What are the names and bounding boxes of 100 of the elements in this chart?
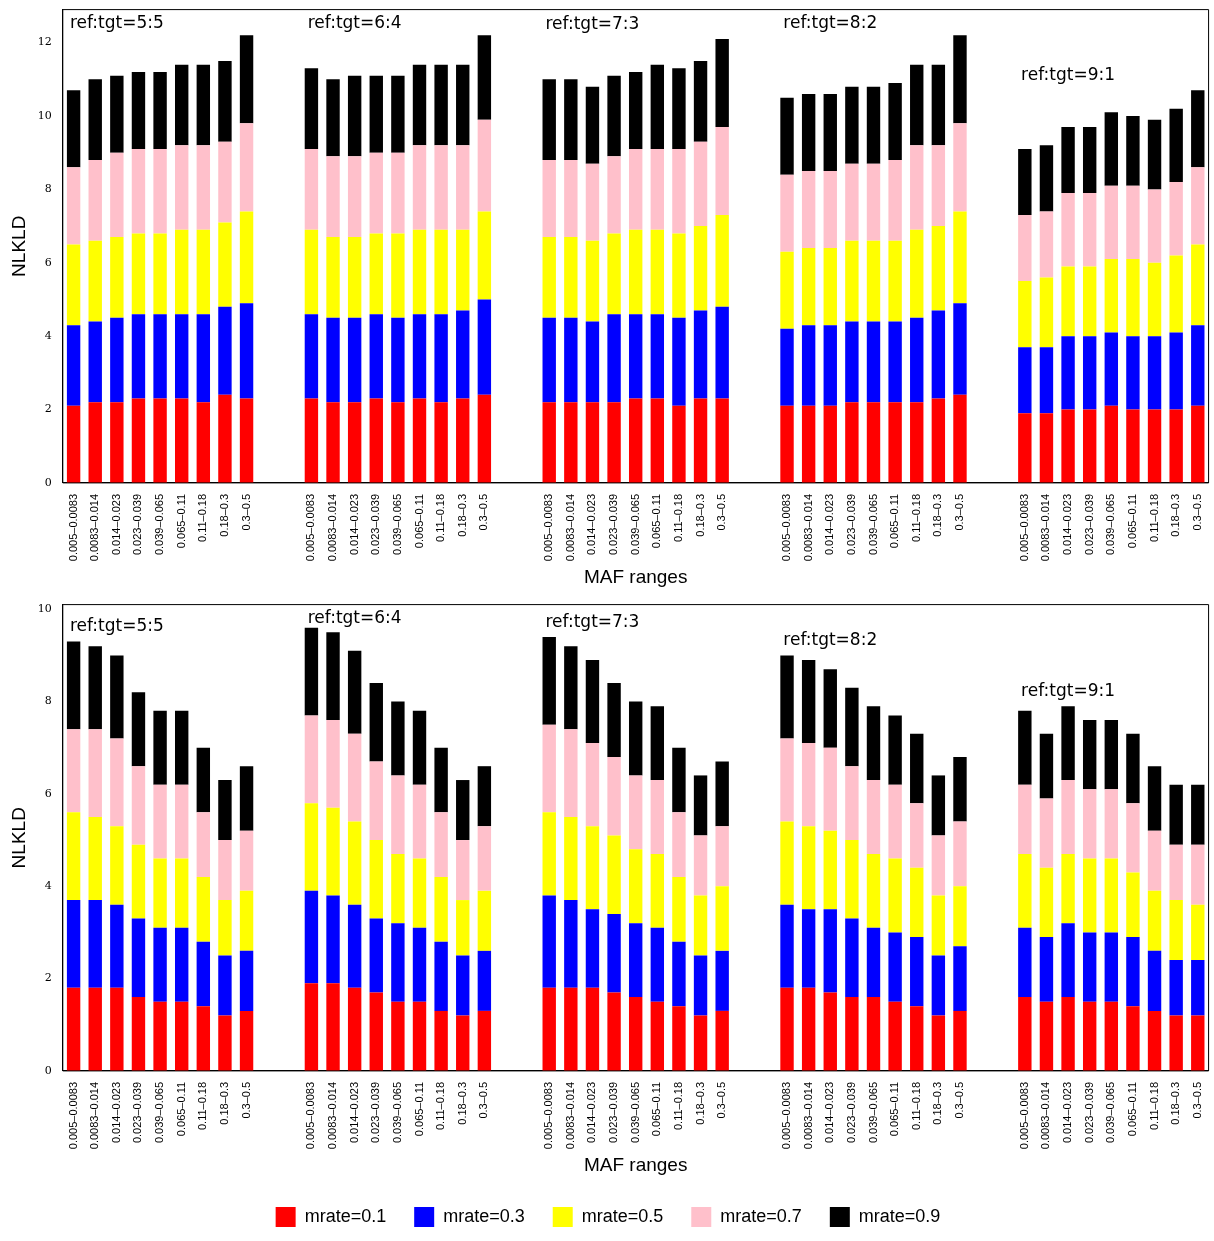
bar xyxy=(131,766,146,845)
bar xyxy=(88,729,102,817)
y-tick-label: 8 xyxy=(44,182,52,196)
bar xyxy=(910,145,924,230)
bar xyxy=(542,317,556,403)
bar xyxy=(672,877,686,942)
x-tick-label: 0.065–0.11 xyxy=(174,493,187,549)
bar xyxy=(175,398,189,483)
bar xyxy=(823,248,837,326)
bar xyxy=(347,237,362,318)
y-tick-label: 10 xyxy=(37,108,52,122)
bar xyxy=(1082,336,1097,410)
bar xyxy=(585,987,600,1071)
bar xyxy=(715,398,729,483)
bar xyxy=(801,987,816,1071)
annotation: ref:tgt=6:4 xyxy=(307,11,402,32)
bar xyxy=(715,761,729,827)
bar xyxy=(801,325,816,406)
annotation: ref:tgt=8:2 xyxy=(783,629,878,650)
bar xyxy=(715,306,729,399)
bar xyxy=(131,398,146,483)
bar xyxy=(88,240,102,322)
bar xyxy=(131,692,146,767)
bar xyxy=(628,314,643,399)
bar xyxy=(304,398,319,483)
bar xyxy=(1104,1001,1119,1071)
bar xyxy=(1169,182,1183,256)
legend-label: mrate=0.3 xyxy=(443,1205,525,1226)
x-tick-label: 0.18–0.3 xyxy=(1169,1081,1182,1125)
bar xyxy=(1104,185,1119,260)
x-tick-label: 0.0083–0.014 xyxy=(563,1081,576,1150)
bar xyxy=(1061,127,1075,194)
bar xyxy=(845,240,859,322)
bar xyxy=(607,913,621,993)
bar xyxy=(304,314,319,399)
bar xyxy=(1018,149,1032,216)
bar xyxy=(1191,405,1205,483)
x-tick-label: 0.3–0.5 xyxy=(715,493,728,531)
bar xyxy=(866,997,881,1071)
x-tick-label: 0.0083–0.014 xyxy=(801,1081,814,1150)
bar xyxy=(866,853,881,928)
bar xyxy=(585,163,600,241)
bar xyxy=(1169,409,1183,483)
x-tick-label: 0.11–0.18 xyxy=(671,493,684,543)
bar xyxy=(910,229,924,318)
bar xyxy=(1104,720,1119,790)
bar xyxy=(477,299,492,395)
x-tick-label: 0.18–0.3 xyxy=(1169,493,1182,537)
bar xyxy=(1082,932,1097,1002)
bar xyxy=(607,835,621,914)
bar xyxy=(542,812,556,896)
x-tick-label: 0.065–0.11 xyxy=(412,1081,425,1137)
bar xyxy=(412,1001,427,1071)
bar xyxy=(801,171,816,249)
bar xyxy=(1082,409,1097,483)
x-tick-label: 0.065–0.11 xyxy=(1125,493,1138,549)
bar xyxy=(1039,277,1054,348)
bar xyxy=(715,215,729,307)
bar xyxy=(888,321,902,403)
bar xyxy=(1126,803,1140,873)
x-tick-label: 0.023–0.039 xyxy=(369,493,382,556)
legend-label: mrate=0.1 xyxy=(304,1205,387,1226)
bar xyxy=(88,900,102,988)
bar xyxy=(953,35,967,124)
bar xyxy=(326,983,340,1071)
bar xyxy=(239,398,254,483)
bar xyxy=(412,64,427,146)
bar xyxy=(1039,733,1054,799)
bar xyxy=(218,222,232,307)
x-tick-label: 0.18–0.3 xyxy=(217,1081,230,1125)
bar xyxy=(1147,189,1162,263)
bar xyxy=(780,251,794,329)
bar xyxy=(153,1001,167,1071)
x-tick-label: 0.3–0.5 xyxy=(715,1081,728,1119)
x-tick-label: 0.005–0.0083 xyxy=(542,493,555,562)
bar xyxy=(218,1015,232,1071)
x-tick-label: 0.11–0.18 xyxy=(909,1081,922,1131)
x-tick-label: 0.014–0.023 xyxy=(347,493,360,556)
x-tick-label: 0.18–0.3 xyxy=(455,493,468,537)
bar xyxy=(650,780,665,854)
bar xyxy=(888,858,902,933)
x-tick-label: 0.039–0.065 xyxy=(153,493,166,556)
bar xyxy=(888,82,902,161)
bar xyxy=(672,941,686,1007)
bar xyxy=(196,941,211,1007)
bar xyxy=(564,987,578,1071)
x-tick-label: 0.005–0.0083 xyxy=(66,493,79,562)
bar xyxy=(1018,784,1032,854)
bar xyxy=(542,724,556,813)
bar xyxy=(239,766,254,831)
x-tick-label: 0.039–0.065 xyxy=(390,1081,403,1144)
x-tick-label: 0.014–0.023 xyxy=(1061,1081,1074,1144)
x-tick-label: 0.3–0.5 xyxy=(953,493,966,531)
bar xyxy=(693,835,708,896)
bar xyxy=(628,398,643,483)
bar xyxy=(910,867,924,938)
bar xyxy=(1126,185,1140,260)
bar xyxy=(391,1001,405,1071)
bar xyxy=(1061,266,1075,337)
bar xyxy=(866,86,881,164)
